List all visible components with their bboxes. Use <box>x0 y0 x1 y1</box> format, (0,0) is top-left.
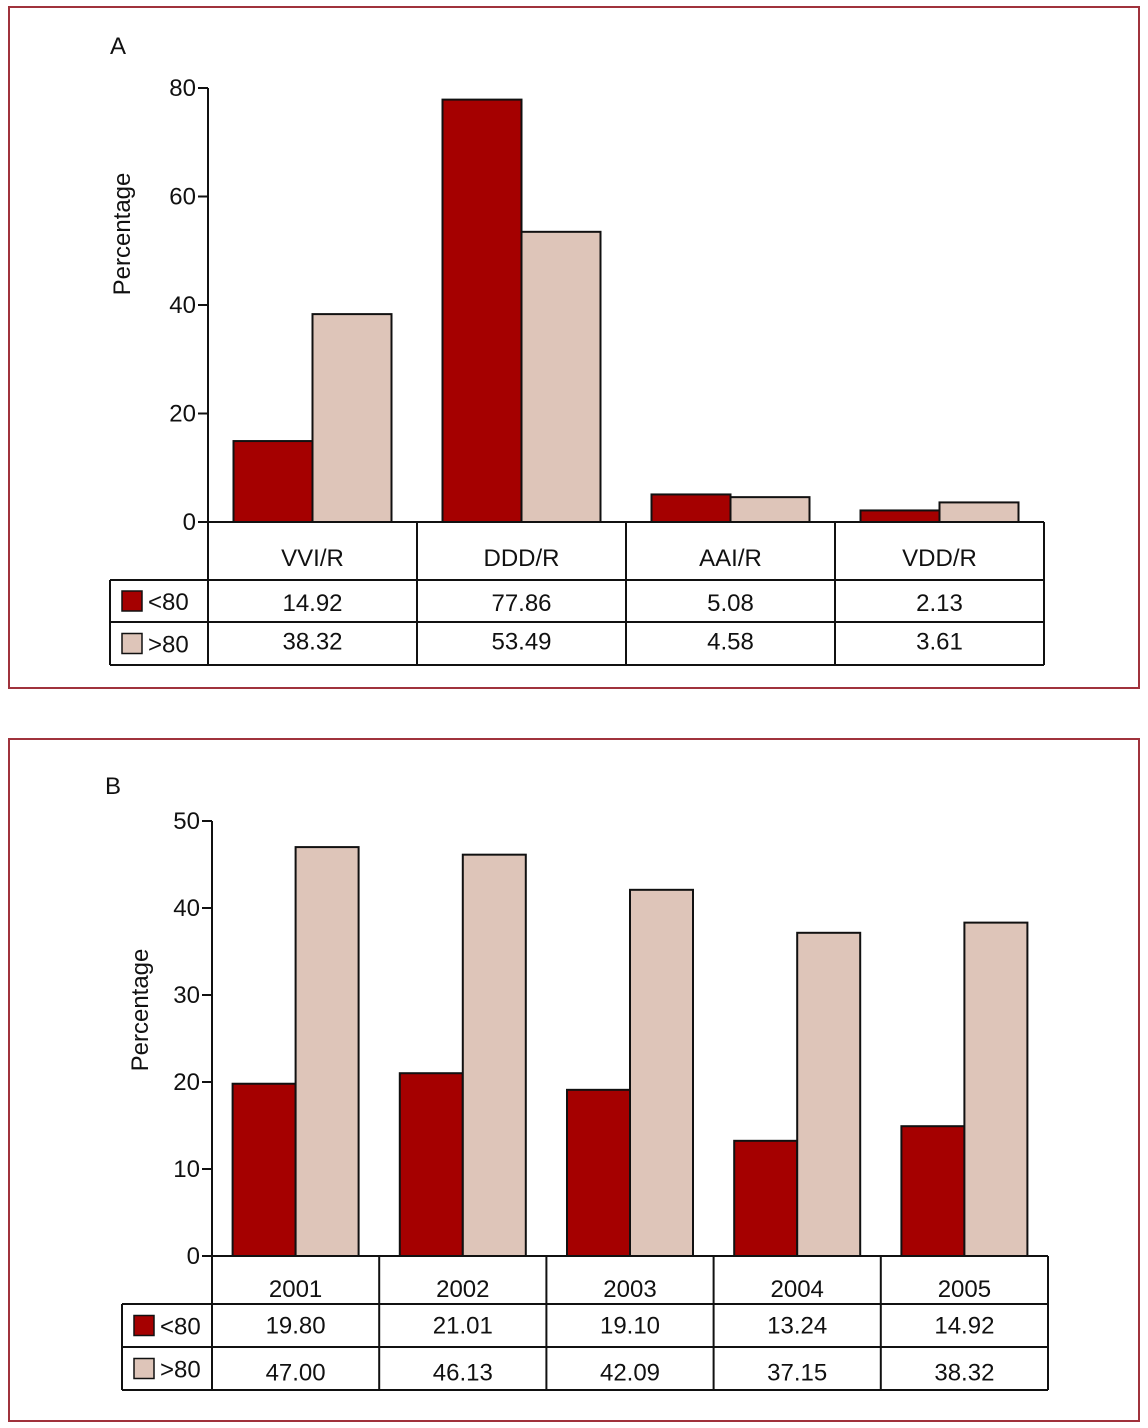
category-label: 2002 <box>436 1276 489 1303</box>
bar-over80-aair <box>729 496 811 524</box>
bar-under80-2004 <box>733 1139 799 1258</box>
data-value-label: 2.13 <box>916 590 963 617</box>
category-label: DDD/R <box>484 545 560 572</box>
y-tick-label: 40 <box>169 292 196 319</box>
y-tick-label: 50 <box>173 808 200 835</box>
bar-over80-2001 <box>294 846 360 1257</box>
y-axis-label: Percentage <box>127 949 154 1072</box>
legend-label-under80: <80 <box>148 589 189 616</box>
category-label: 2005 <box>938 1276 991 1303</box>
chart-panel-b: B 0 10 20 30 40 50 Percentage 2001 2002 2003 2004 20… <box>8 738 1140 1422</box>
data-value-label: 19.10 <box>600 1313 660 1340</box>
category-label: 2003 <box>603 1276 656 1303</box>
data-value-label: 38.32 <box>282 629 342 656</box>
data-value-label: 53.49 <box>491 629 551 656</box>
bar-under80-vvir <box>232 440 314 523</box>
bar-over80-dddr <box>520 230 602 524</box>
category-label: AAI/R <box>699 545 762 572</box>
data-value-label: 4.58 <box>707 629 754 656</box>
data-value-label: 14.92 <box>934 1313 994 1340</box>
data-value-label: 38.32 <box>934 1360 994 1387</box>
y-tick-label: 20 <box>169 401 196 428</box>
chart-b-svg: B 0 10 20 30 40 50 Percentage 2001 2002 2003 2004 20… <box>105 773 1049 1391</box>
data-value-label: 42.09 <box>600 1360 660 1387</box>
bar-under80-2003 <box>566 1088 631 1257</box>
legend-label-over80: >80 <box>148 632 189 659</box>
bar-over80-vvir <box>311 313 393 524</box>
data-value-label: 47.00 <box>266 1360 326 1387</box>
data-value-label: 14.92 <box>282 590 342 617</box>
bar-under80-2001 <box>231 1082 297 1257</box>
data-value-label: 77.86 <box>491 590 551 617</box>
data-value-label: 37.15 <box>767 1360 827 1387</box>
bar-under80-aair <box>650 493 732 524</box>
legend-label-over80: >80 <box>160 1357 201 1384</box>
bar-over80-2002 <box>461 853 527 1257</box>
y-tick-label: 0 <box>183 509 196 536</box>
bar-under80-2005 <box>900 1125 966 1258</box>
chart-a-svg: A 0 20 40 60 80 Percentage VVI/R DDD/R AAI/R VDD/R… <box>109 33 1045 666</box>
panel-label: A <box>110 33 126 60</box>
category-label: VVI/R <box>281 545 344 572</box>
category-label: 2001 <box>269 1276 322 1303</box>
category-label: 2004 <box>771 1276 824 1303</box>
data-value-label: 3.61 <box>916 629 963 656</box>
data-value-label: 46.13 <box>433 1360 493 1387</box>
y-tick-label: 80 <box>169 75 196 102</box>
y-tick-label: 10 <box>173 1156 200 1183</box>
bar-under80-dddr <box>441 98 523 523</box>
y-tick-label: 0 <box>187 1243 200 1270</box>
legend-swatch-over80 <box>133 1357 155 1380</box>
bar-over80-2004 <box>796 931 862 1257</box>
bar-over80-2003 <box>629 888 694 1258</box>
data-value-label: 19.80 <box>266 1313 326 1340</box>
panel-label: B <box>105 773 121 800</box>
bar-under80-2002 <box>398 1072 464 1258</box>
chart-panel-a: A 0 20 40 60 80 Percentage VVI/R DDD/R AAI/R VDD/R… <box>8 6 1140 689</box>
y-tick-label: 40 <box>173 895 200 922</box>
legend-swatch-over80 <box>121 632 143 655</box>
y-axis-label: Percentage <box>109 173 136 296</box>
y-tick-label: 20 <box>173 1069 200 1096</box>
category-label: VDD/R <box>902 545 977 572</box>
bar-over80-vddr <box>938 501 1020 523</box>
data-value-label: 21.01 <box>433 1313 493 1340</box>
bar-under80-vddr <box>859 509 941 524</box>
y-tick-label: 60 <box>169 184 196 211</box>
data-value-label: 13.24 <box>767 1313 827 1340</box>
bar-over80-2005 <box>963 921 1029 1257</box>
legend-label-under80: <80 <box>160 1314 201 1341</box>
legend-swatch-under80 <box>121 590 143 612</box>
y-tick-label: 30 <box>173 982 200 1009</box>
legend-swatch-under80 <box>133 1314 155 1337</box>
data-value-label: 5.08 <box>707 590 754 617</box>
